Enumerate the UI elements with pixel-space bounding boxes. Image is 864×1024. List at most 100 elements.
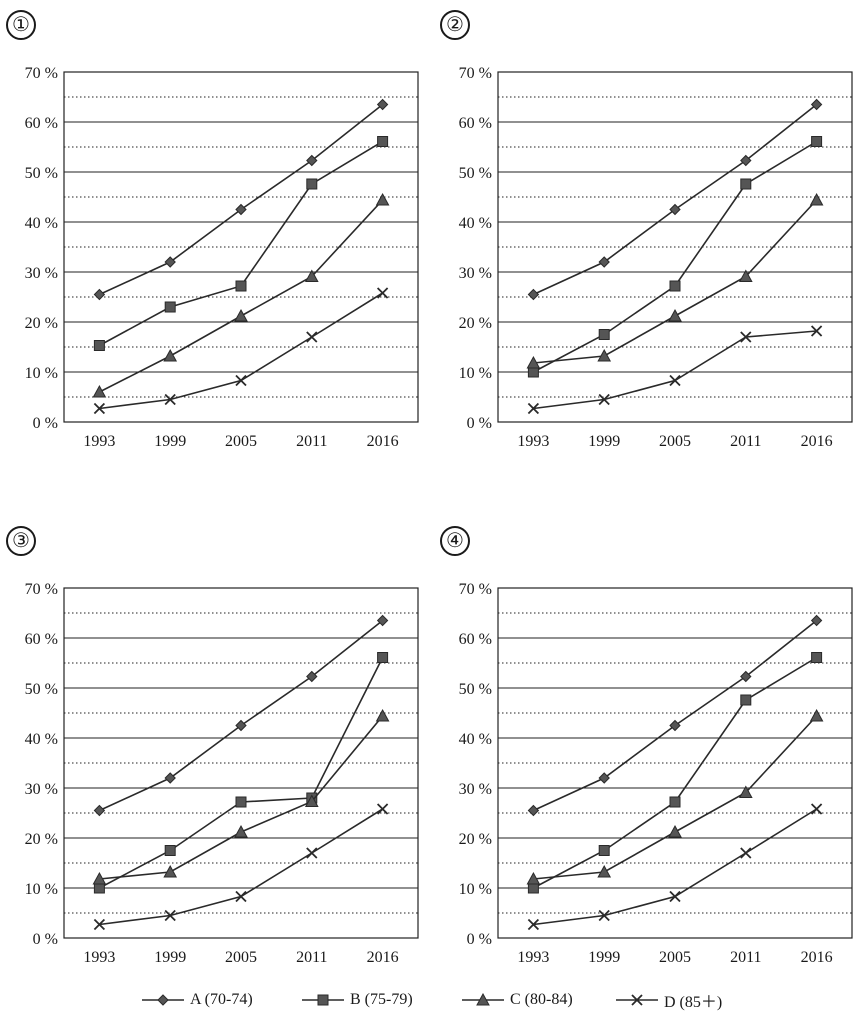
chart-panel-4: ④ 0 % 10 % 20 % 30 % 40 % 50 % 60 % 70 % 1993 199… <box>434 516 864 996</box>
plot-frame <box>63 587 419 939</box>
data-point-diamond <box>527 804 540 817</box>
x-marker-icon <box>616 994 658 1006</box>
triangle-marker-icon <box>462 993 504 1006</box>
legend-item-c: C (80-84) <box>460 988 573 1012</box>
y-tick-label: 50 % <box>25 681 58 698</box>
data-point-square <box>669 796 681 808</box>
data-point-triangle <box>597 864 612 878</box>
y-tick-label: 0 % <box>467 415 492 432</box>
data-point-square <box>377 136 389 147</box>
y-tick-label: 20 % <box>25 831 58 848</box>
diamond-marker-icon <box>142 994 184 1006</box>
x-tick-label: 2016 <box>367 949 399 966</box>
chart-svg: 0 % 10 % 20 % 30 % 40 % 50 % 60 % 70 % 1993 1999 2… <box>459 581 853 966</box>
data-point-square <box>235 796 247 808</box>
legend-label: C (80-84) <box>510 991 573 1008</box>
data-point-triangle <box>809 708 824 722</box>
plot-frame <box>497 71 853 423</box>
data-point-square <box>164 845 176 856</box>
series-line-diamond <box>533 619 818 812</box>
data-point-x <box>235 374 247 387</box>
data-point-diamond <box>598 256 610 268</box>
legend-label: B (75-79) <box>350 991 413 1008</box>
legend-item-a: A (70-74) <box>140 988 253 1012</box>
x-tick-label: 1999 <box>588 949 620 966</box>
y-tick-label: 70 % <box>459 65 492 82</box>
y-tick-label: 60 % <box>459 631 492 648</box>
x-tick-label: 1993 <box>517 433 549 450</box>
data-point-x <box>598 393 610 406</box>
data-point-diamond <box>669 203 681 216</box>
y-tick-label: 0 % <box>33 415 58 432</box>
data-point-diamond <box>810 614 823 627</box>
data-point-triangle <box>234 308 248 322</box>
data-point-x <box>306 331 318 343</box>
series-line-square <box>533 656 818 889</box>
y-tick-label: 40 % <box>25 731 58 748</box>
x-tick-label: 2011 <box>296 949 327 966</box>
chart-panel-1: ① 0 % 10 % 20 % 30 % 40 % 50 % 60 % 70 % 1993 199… <box>0 0 430 480</box>
legend: A (70-74) B (75-79) C (80-84) D (85＋) <box>140 988 840 1012</box>
data-point-square <box>235 280 247 292</box>
chart-panel-3: ③ 0 % 10 % 20 % 30 % 40 % 50 % 60 % 70 % 1993 199… <box>0 516 430 996</box>
data-point-x <box>527 402 540 415</box>
data-point-diamond <box>306 154 318 167</box>
y-tick-label: 20 % <box>459 831 492 848</box>
y-tick-label: 0 % <box>33 931 58 948</box>
legend-label: A (70-74) <box>190 991 253 1008</box>
data-point-triangle <box>809 192 824 206</box>
y-tick-label: 10 % <box>459 881 492 898</box>
data-point-triangle <box>738 269 753 282</box>
data-point-triangle <box>668 824 682 838</box>
y-tick-label: 60 % <box>25 115 58 132</box>
data-point-square <box>377 652 389 663</box>
data-point-square <box>740 178 752 190</box>
data-point-square <box>598 329 610 340</box>
x-tick-label: 2011 <box>730 433 761 450</box>
data-point-triangle <box>668 308 682 322</box>
chart-svg: 0 % 10 % 20 % 30 % 40 % 50 % 60 % 70 % 1993 1999 2… <box>25 581 419 966</box>
data-point-x <box>93 402 106 415</box>
plot-frame <box>497 587 853 939</box>
x-tick-label: 1999 <box>154 433 186 450</box>
x-tick-label: 2005 <box>659 949 691 966</box>
data-point-triangle <box>375 708 390 722</box>
data-point-triangle <box>92 871 107 885</box>
y-tick-label: 10 % <box>25 365 58 382</box>
data-point-x <box>598 909 610 922</box>
y-tick-label: 30 % <box>459 781 492 798</box>
data-point-square <box>740 694 752 706</box>
data-point-triangle <box>526 355 541 369</box>
panel-label: ② <box>440 10 470 40</box>
data-point-x <box>164 909 176 922</box>
y-tick-label: 30 % <box>459 265 492 282</box>
legend-label: D (85＋) <box>664 994 723 1011</box>
data-point-x <box>669 374 681 387</box>
y-tick-label: 70 % <box>25 65 58 82</box>
data-point-triangle <box>738 785 753 798</box>
data-point-triangle <box>597 348 612 362</box>
data-point-triangle <box>163 348 178 362</box>
data-point-square <box>669 280 681 292</box>
data-point-square <box>93 340 105 351</box>
chart-panel-2: ② 0 % 10 % 20 % 30 % 40 % 50 % 60 % 70 % 1993 199… <box>434 0 864 480</box>
data-point-diamond <box>740 154 752 167</box>
data-point-diamond <box>306 670 318 683</box>
x-tick-label: 1999 <box>588 433 620 450</box>
legend-marker-x <box>631 994 643 1006</box>
data-point-x <box>669 890 681 903</box>
series-line-diamond <box>533 103 818 296</box>
data-point-x <box>527 918 540 931</box>
data-point-diamond <box>527 288 540 301</box>
y-tick-label: 0 % <box>467 931 492 948</box>
data-point-diamond <box>669 719 681 732</box>
data-point-diamond <box>376 98 389 111</box>
chart-svg: 0 % 10 % 20 % 30 % 40 % 50 % 60 % 70 % 1993 1999 2… <box>25 65 419 450</box>
y-tick-label: 60 % <box>25 631 58 648</box>
x-tick-label: 1993 <box>83 433 115 450</box>
data-point-x <box>810 325 823 337</box>
series-line-triangle <box>99 199 384 393</box>
data-point-triangle <box>163 864 178 878</box>
data-point-triangle <box>304 794 319 807</box>
data-point-diamond <box>93 288 106 301</box>
